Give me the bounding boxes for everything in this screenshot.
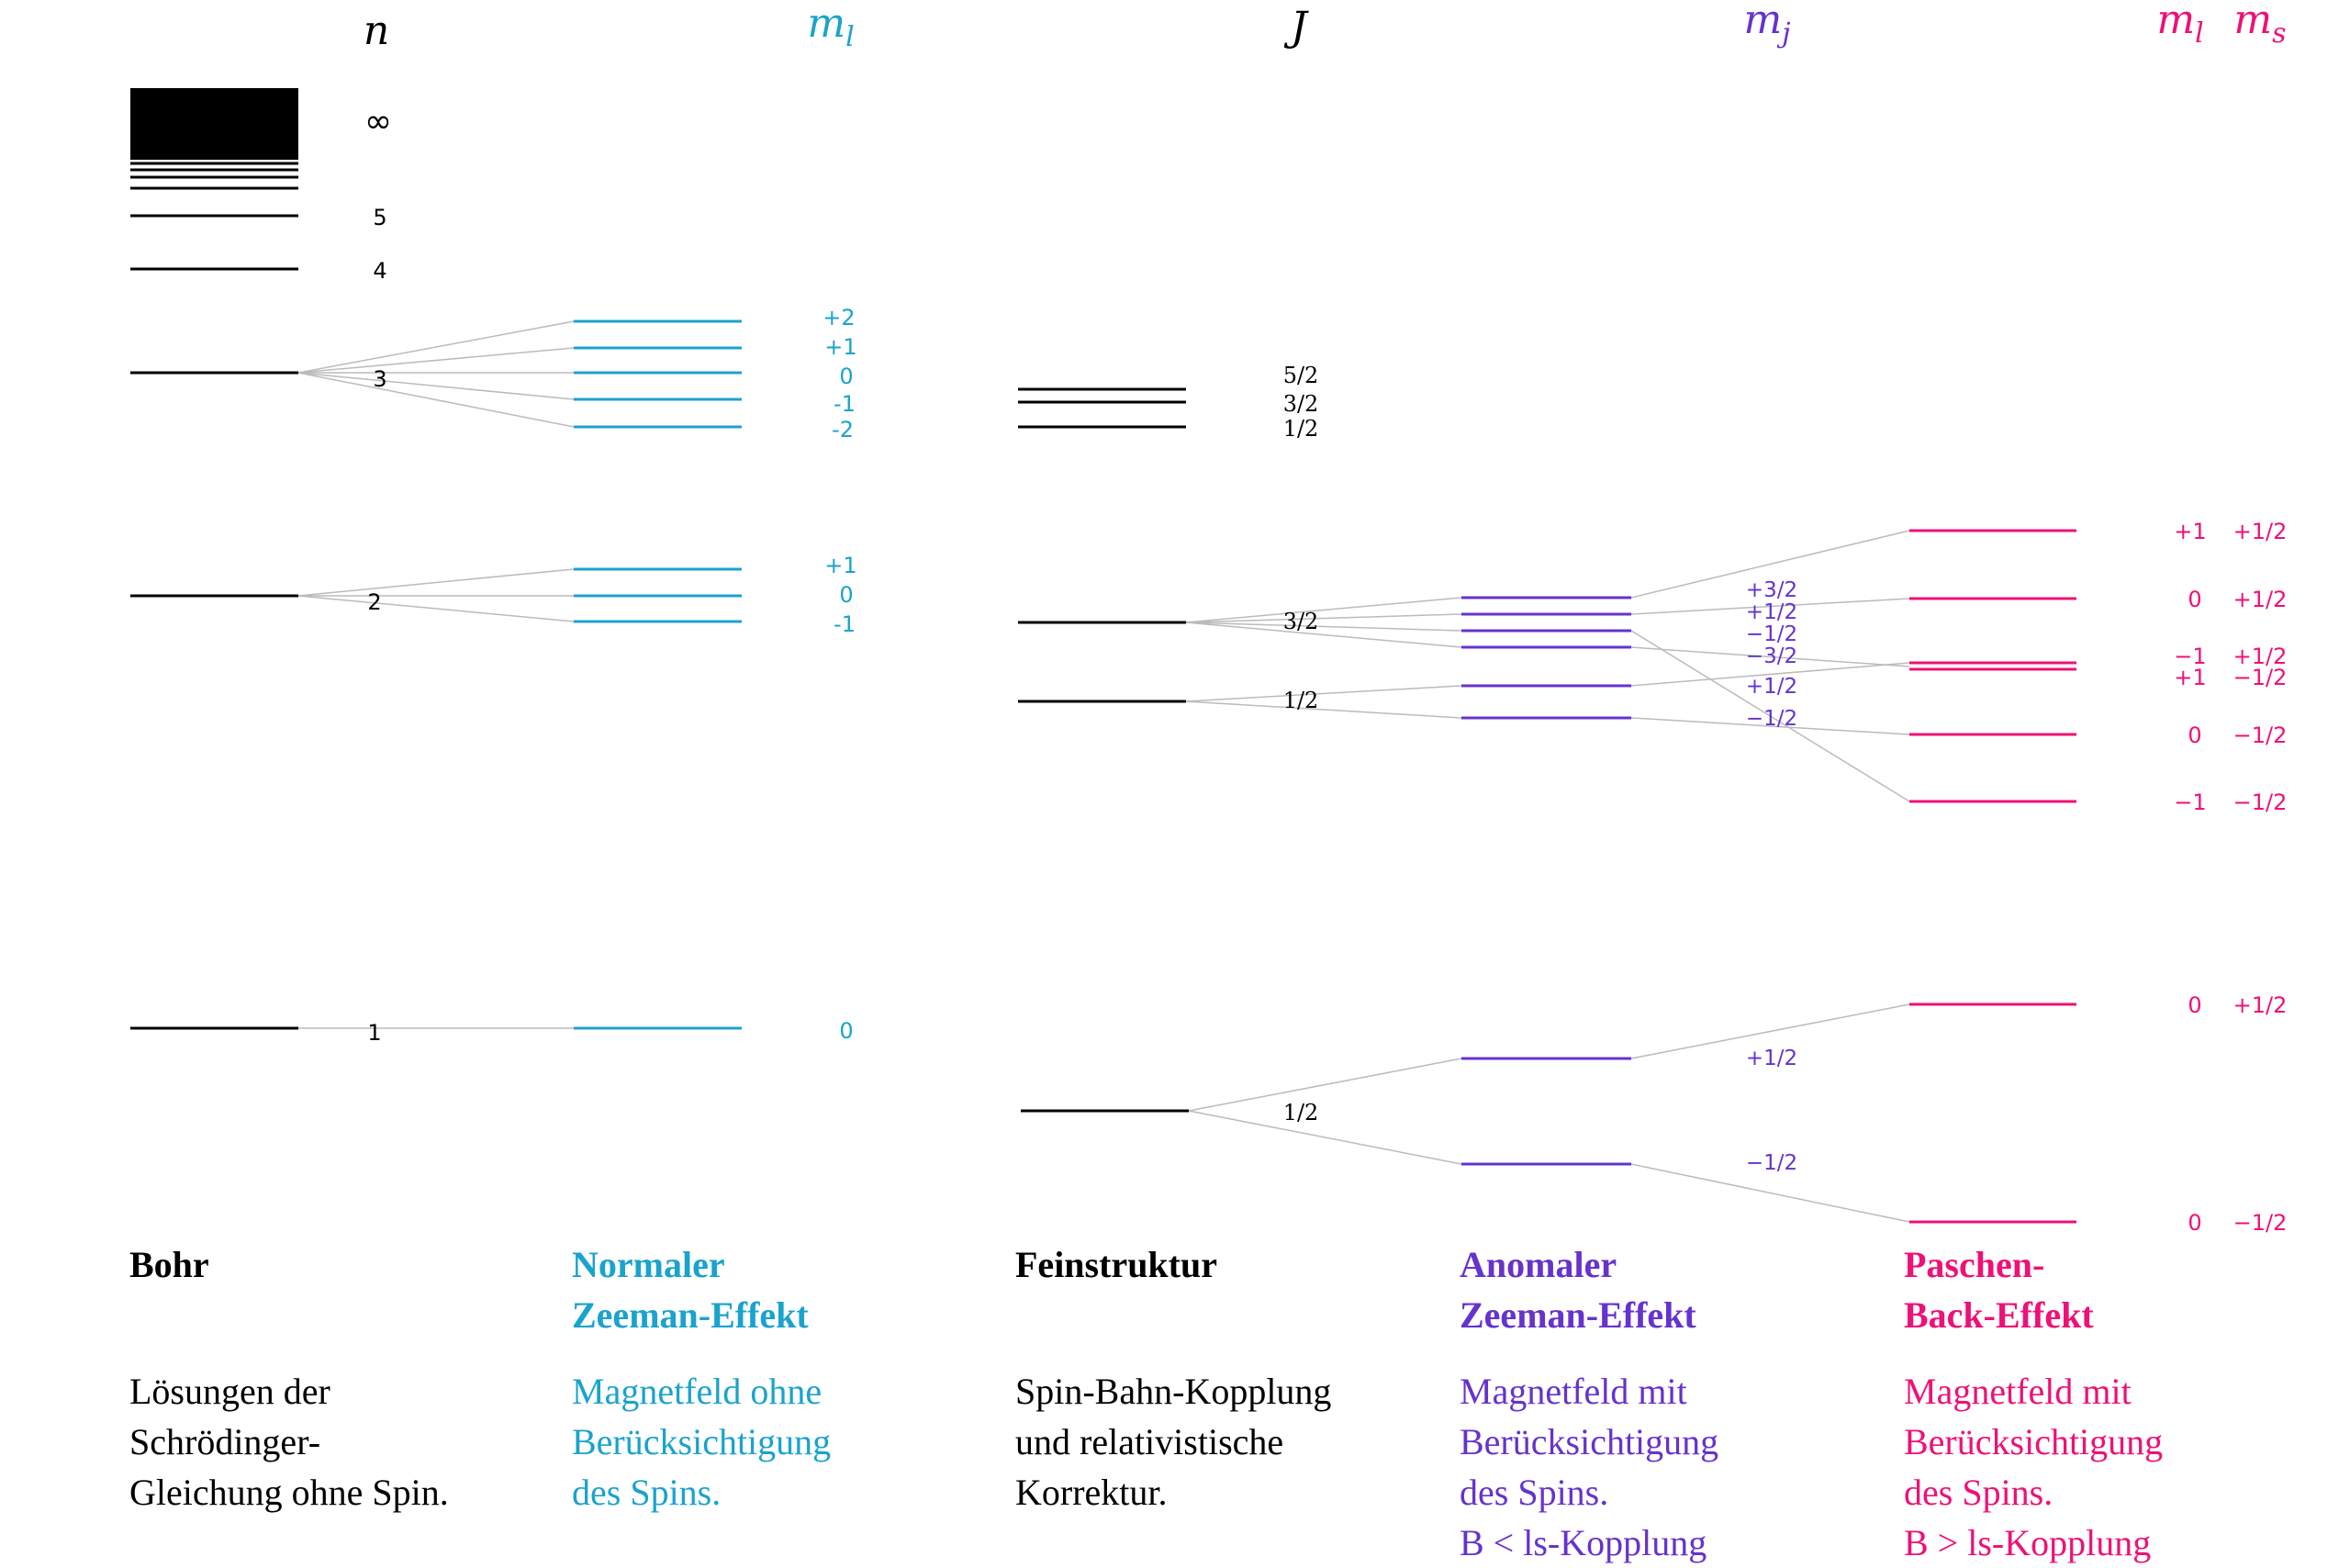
header-n: n bbox=[364, 7, 389, 54]
mj-label: −3/2 bbox=[1746, 644, 1797, 668]
ml-label: 0 bbox=[839, 1018, 853, 1044]
J-label: 3/2 bbox=[1283, 609, 1319, 634]
caption-desc-bohr: Lösungen der Schrödinger- Gleichung ohne… bbox=[129, 1371, 449, 1513]
ml-label: +1 bbox=[824, 553, 856, 578]
paschen-back-levels bbox=[1909, 529, 2076, 1224]
pb-ms-label: +1/2 bbox=[2233, 644, 2288, 669]
fine-structure-levels bbox=[1018, 387, 1189, 1113]
pb-ms-label: −1/2 bbox=[2233, 1210, 2288, 1236]
paschen-back-labels: +1 +1/2 0 +1/2 −1 +1/2 +1 −1/2 0 −1/2 −1… bbox=[2174, 519, 2287, 1236]
connector-lines bbox=[297, 320, 1910, 1223]
pb-ml-label: 0 bbox=[2188, 587, 2201, 612]
caption-title-fine-structure: Feinstruktur bbox=[1015, 1244, 1217, 1285]
bohr-label-5: 5 bbox=[373, 205, 386, 230]
pb-ms-label: +1/2 bbox=[2233, 587, 2288, 612]
pb-ms-label: −1/2 bbox=[2233, 665, 2288, 690]
caption-title-paschen-back: Paschen- Back-Effekt bbox=[1904, 1244, 2094, 1336]
mj-label: −1/2 bbox=[1746, 1151, 1797, 1175]
bohr-label-2: 2 bbox=[367, 589, 381, 615]
pb-ml-label: −1 bbox=[2174, 644, 2206, 669]
mj-label: +3/2 bbox=[1746, 578, 1797, 602]
column-headers: n ml J mj ml ms bbox=[364, 0, 2287, 54]
ml-label: -1 bbox=[834, 611, 856, 637]
caption-title-normal-zeeman: Normaler Zeeman-Effekt bbox=[572, 1244, 809, 1336]
J-label: 3/2 bbox=[1283, 391, 1319, 417]
pb-ms-label: +1/2 bbox=[2233, 992, 2288, 1018]
pb-ml-label: 0 bbox=[2188, 722, 2201, 748]
pb-ms-label: +1/2 bbox=[2233, 519, 2288, 544]
pb-ml-label: −1 bbox=[2174, 790, 2206, 815]
mj-label: −1/2 bbox=[1746, 622, 1797, 646]
fine-structure-labels: 5/2 3/2 1/2 3/2 1/2 1/2 bbox=[1283, 363, 1319, 1126]
anomalous-zeeman-levels bbox=[1461, 596, 1631, 1166]
J-label: 1/2 bbox=[1283, 416, 1319, 442]
caption-desc-normal-zeeman: Magnetfeld ohne Berücksichtigung des Spi… bbox=[572, 1371, 832, 1513]
J-label: 1/2 bbox=[1283, 688, 1319, 713]
bohr-label-1: 1 bbox=[367, 1020, 381, 1046]
ml-label: 0 bbox=[839, 364, 853, 389]
mj-label: +1/2 bbox=[1746, 600, 1797, 624]
caption-title-anomalous-zeeman: Anomaler Zeeman-Effekt bbox=[1460, 1244, 1696, 1336]
bohr-labels: ∞ 5 4 3 2 1 bbox=[364, 103, 392, 1046]
pb-ms-label: −1/2 bbox=[2233, 790, 2288, 815]
bohr-continuum-block bbox=[130, 88, 298, 160]
caption-desc-anomalous-zeeman: Magnetfeld mit Berücksichtigung des Spin… bbox=[1460, 1371, 1719, 1563]
mj-label: −1/2 bbox=[1746, 707, 1797, 731]
header-ml: ml bbox=[807, 0, 854, 53]
header-J: J bbox=[1283, 4, 1309, 50]
pb-ml-label: 0 bbox=[2188, 1210, 2201, 1236]
header-ms: ms bbox=[2233, 0, 2286, 50]
normal-zeeman-labels: +2 +1 0 -1 -2 +1 0 -1 0 bbox=[822, 305, 856, 1044]
normal-zeeman-levels bbox=[574, 319, 742, 1030]
ml-label: -2 bbox=[832, 417, 854, 442]
J-label: 5/2 bbox=[1283, 363, 1319, 388]
caption-title-bohr: Bohr bbox=[129, 1244, 209, 1285]
ml-label: +2 bbox=[822, 305, 855, 330]
pb-ml-label: 0 bbox=[2188, 992, 2201, 1018]
caption-desc-fine-structure: Spin-Bahn-Kopplung und relativistische K… bbox=[1015, 1371, 1332, 1513]
ml-label: +1 bbox=[824, 334, 856, 360]
pb-ms-label: −1/2 bbox=[2233, 722, 2288, 748]
bohr-levels bbox=[130, 88, 298, 1030]
header-ml-paschen: ml bbox=[2156, 0, 2203, 50]
bohr-label-4: 4 bbox=[373, 258, 386, 284]
J-label: 1/2 bbox=[1283, 1100, 1319, 1126]
header-mj: mj bbox=[1743, 0, 1790, 50]
mj-label: +1/2 bbox=[1746, 1047, 1797, 1070]
mj-label: +1/2 bbox=[1746, 675, 1797, 699]
anomalous-zeeman-labels: +3/2 +1/2 −1/2 −3/2 +1/2 −1/2 +1/2 −1/2 bbox=[1746, 578, 1797, 1175]
pb-ml-label: +1 bbox=[2174, 519, 2206, 544]
caption-desc-paschen-back: Magnetfeld mit Berücksichtigung des Spin… bbox=[1904, 1371, 2164, 1563]
ml-label: 0 bbox=[839, 582, 853, 608]
ml-label: -1 bbox=[834, 391, 856, 417]
bohr-label-3: 3 bbox=[373, 366, 386, 392]
bohr-label-inf: ∞ bbox=[364, 103, 392, 140]
pb-ml-label: +1 bbox=[2174, 665, 2206, 690]
